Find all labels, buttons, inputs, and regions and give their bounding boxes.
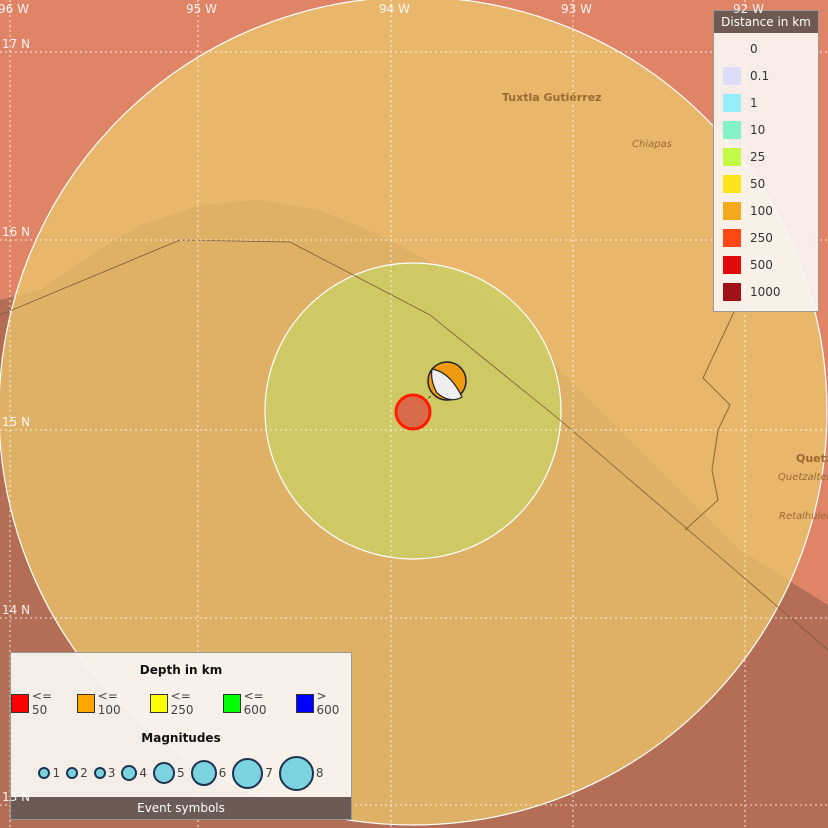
depth-swatch (222, 693, 241, 713)
depth-label: <= 600 (243, 689, 267, 717)
place-label: Quetza (796, 452, 828, 465)
depth-legend-item: <= 100 (76, 689, 142, 717)
event-marker[interactable] (394, 393, 432, 431)
color-swatch (723, 228, 741, 247)
magnitude-circle-icon (38, 767, 51, 779)
place-label: Chiapas (632, 139, 672, 150)
longitude-label: 95 W (186, 2, 217, 16)
magnitude-circle-icon (190, 760, 217, 786)
distance-label: 0 (750, 41, 758, 56)
color-swatch (723, 40, 741, 58)
event-legend-footer[interactable]: Event symbols (11, 797, 351, 819)
longitude-label: 94 W (379, 2, 410, 16)
magnitude-label: 7 (265, 766, 273, 780)
distance-label: 500 (750, 257, 773, 272)
latitude-label: 15 N (2, 415, 31, 429)
magnitude-legend-item: 5 (153, 762, 185, 784)
place-label: Retalhuleu (779, 511, 828, 522)
magnitude-circle-icon (232, 757, 264, 789)
magnitude-circle-icon (121, 765, 138, 781)
color-swatch (723, 93, 741, 112)
magnitude-legend-item: 6 (190, 760, 227, 786)
depth-swatch (76, 693, 95, 713)
magnitude-circle-icon (153, 762, 175, 784)
distance-legend-item: 0 (714, 35, 818, 62)
depth-legend-item: <= 50 (11, 689, 69, 717)
color-swatch (723, 147, 741, 166)
event-symbols-legend: Depth in km <= 50 <= 100 <= 250 <= 600 > 600… (10, 652, 352, 820)
depth-label: > 600 (316, 689, 340, 717)
magnitude-circle-icon (278, 755, 314, 791)
magnitude-circle-icon (66, 767, 79, 779)
depth-label: <= 50 (31, 689, 53, 717)
distance-label: 10 (750, 122, 766, 137)
color-swatch (723, 255, 741, 274)
magnitude-label: 1 (52, 766, 61, 780)
depth-legend-item: > 600 (295, 689, 351, 717)
place-label: Quetzalten (778, 472, 828, 483)
magnitude-legend-item: 2 (66, 766, 88, 780)
depth-swatch (295, 693, 314, 713)
magnitude-legend-item: 8 (278, 755, 324, 791)
depth-swatch (11, 693, 29, 713)
depth-label: <= 250 (170, 689, 194, 717)
country-border (684, 294, 743, 531)
color-swatch (723, 282, 741, 301)
longitude-label: 93 W (561, 2, 592, 16)
distance-legend-item: 100 (714, 197, 818, 224)
depth-swatch (149, 693, 168, 713)
depth-legend-item: <= 250 (149, 689, 215, 717)
color-swatch (723, 66, 741, 85)
magnitude-circle-icon (93, 767, 106, 779)
longitude-label: 96 W (0, 2, 29, 16)
magnitude-legend-item: 7 (232, 757, 273, 789)
magnitude-legend-item: 4 (121, 765, 147, 781)
magnitude-legend-item: 3 (93, 766, 116, 780)
depth-label: <= 100 (97, 689, 121, 717)
magnitude-label: 6 (218, 766, 227, 780)
distance-label: 25 (750, 149, 766, 164)
latitude-label: 16 N (2, 225, 31, 239)
magnitude-label: 5 (177, 766, 185, 780)
distance-legend-item: 500 (714, 251, 818, 278)
distance-legend: Distance in km 0 0.1 1 10 25 50 100 250 500 1000 (713, 10, 819, 312)
distance-legend-item: 10 (714, 116, 818, 143)
distance-label: 250 (750, 230, 773, 245)
distance-legend-item: 0.1 (714, 62, 818, 89)
distance-label: 100 (750, 203, 773, 218)
distance-legend-item: 250 (714, 224, 818, 251)
distance-legend-title[interactable]: Distance in km (714, 11, 818, 33)
place-label: Tuxtla Gutiérrez (502, 91, 602, 104)
distance-label: 0.1 (750, 68, 770, 83)
distance-label: 1000 (750, 284, 781, 299)
longitude-label: 92 W (733, 2, 764, 16)
beachball-icon[interactable] (427, 361, 467, 401)
distance-legend-item: 1000 (714, 278, 818, 305)
magnitude-label: 2 (80, 766, 88, 780)
latitude-label: 14 N (2, 603, 31, 617)
magnitude-label: 3 (107, 766, 116, 780)
latitude-label: 17 N (2, 37, 31, 51)
distance-label: 1 (750, 95, 758, 110)
depth-legend-title: Depth in km (139, 663, 223, 677)
distance-legend-item: 25 (714, 143, 818, 170)
magnitude-legend-item: 1 (38, 766, 60, 780)
color-swatch (723, 174, 741, 193)
magnitude-legend-title: Magnitudes (141, 731, 221, 745)
magnitude-label: 8 (315, 766, 324, 780)
depth-legend-item: <= 600 (222, 689, 288, 717)
distance-legend-item: 50 (714, 170, 818, 197)
latitude-label: 13 N (2, 790, 31, 804)
magnitude-label: 4 (139, 766, 147, 780)
color-swatch (723, 201, 741, 220)
distance-label: 50 (750, 176, 766, 191)
distance-legend-item: 1 (714, 89, 818, 116)
color-swatch (723, 120, 741, 139)
